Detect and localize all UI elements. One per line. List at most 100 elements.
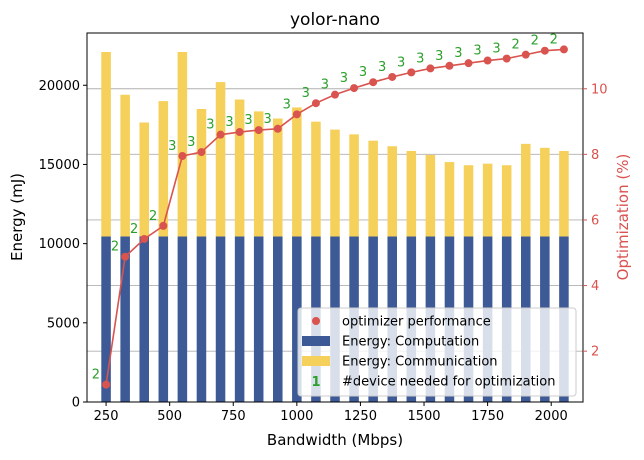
device-count-label: 3 xyxy=(492,42,500,57)
device-count-label: 3 xyxy=(263,112,271,127)
device-count-label: 3 xyxy=(416,51,424,66)
optimizer-point xyxy=(502,54,511,63)
optimizer-point xyxy=(407,68,416,77)
x-tick-label: 750 xyxy=(221,409,246,424)
y-tick-label: 20000 xyxy=(39,79,80,94)
bar-computation xyxy=(139,236,149,402)
optimizer-point xyxy=(369,78,378,87)
optimizer-line xyxy=(102,45,568,389)
device-count-label: 2 xyxy=(550,32,558,47)
bar-communication xyxy=(387,146,397,237)
optimizer-point xyxy=(140,234,149,243)
bar-communication xyxy=(196,109,207,237)
y-axis-label: Energy (mJ) xyxy=(8,173,26,261)
bar-communication xyxy=(501,165,512,237)
optimizer-point xyxy=(521,50,530,59)
device-count-label: 2 xyxy=(130,222,138,237)
optimizer-point xyxy=(159,221,168,230)
legend-entry-label: Energy: Communication xyxy=(342,355,498,370)
optimizer-point xyxy=(121,252,130,261)
y-tick-label: 5000 xyxy=(47,316,80,331)
bar-computation xyxy=(196,236,207,402)
bar-communication xyxy=(330,129,340,237)
legend-text-marker: 1 xyxy=(311,375,320,390)
bar-communication xyxy=(158,101,169,237)
bar-communication xyxy=(101,52,111,237)
bar-computation xyxy=(273,236,283,402)
legend-bar-marker xyxy=(302,336,330,346)
bar-communication xyxy=(540,147,550,237)
bar-computation xyxy=(120,236,130,402)
device-count-label: 3 xyxy=(244,113,252,128)
optimizer-point xyxy=(350,84,359,93)
device-count-label: 3 xyxy=(225,115,233,130)
bar-communication xyxy=(120,94,130,237)
bar-communication xyxy=(482,163,493,237)
y2-tick-label: 6 xyxy=(591,213,599,228)
bar-communication xyxy=(444,162,455,237)
optimizer-point xyxy=(292,110,301,119)
y2-tick-label: 2 xyxy=(591,345,599,360)
device-count-label: 3 xyxy=(168,139,176,154)
device-count-label: 2 xyxy=(511,38,519,53)
device-count-label: 3 xyxy=(302,86,310,101)
bar-communication xyxy=(463,165,474,237)
device-count-label: 3 xyxy=(473,44,481,59)
device-count-label: 2 xyxy=(111,240,119,255)
device-count-label: 2 xyxy=(149,209,157,224)
axes: 250 500 750 1000 1250 1500 1750 200005000100001… xyxy=(39,79,608,424)
legend-entry-label: #device needed for optimization xyxy=(342,375,555,390)
bar-communication xyxy=(311,121,321,237)
x-tick-label: 500 xyxy=(157,409,182,424)
y2-tick-label: 8 xyxy=(591,148,599,163)
optimizer-point xyxy=(331,90,339,99)
device-count-label: 3 xyxy=(378,60,386,75)
bar-computation xyxy=(234,236,245,402)
bar-communication xyxy=(139,122,149,237)
x-tick-label: 1250 xyxy=(344,409,377,424)
optimizer-point xyxy=(254,126,263,135)
y2-tick-label: 10 xyxy=(591,82,608,97)
bar-communication xyxy=(273,118,283,237)
x-tick-label: 1750 xyxy=(471,409,504,424)
optimizer-point xyxy=(559,45,568,54)
legend-box xyxy=(297,307,577,397)
bar-communication xyxy=(253,111,264,237)
bar-communication xyxy=(368,140,378,237)
optimizer-point xyxy=(540,46,549,55)
optimizer-point xyxy=(178,152,187,160)
x-tick-label: 1000 xyxy=(280,409,313,424)
y-tick-label: 10000 xyxy=(39,237,80,252)
legend-bar-marker xyxy=(302,356,330,366)
bar-computation xyxy=(253,236,264,402)
device-count-label: 3 xyxy=(397,55,405,70)
optimizer-point xyxy=(426,64,435,73)
bar-computation xyxy=(177,236,188,402)
optimizer-point xyxy=(311,99,320,108)
device-count-label: 3 xyxy=(359,65,367,80)
optimizer-point xyxy=(216,130,225,139)
device-count-label: 2 xyxy=(92,368,100,383)
device-count-label: 3 xyxy=(187,135,195,150)
optimizer-point xyxy=(235,128,244,137)
bar-communication xyxy=(292,107,302,237)
x-axis-label: Bandwidth (Mbps) xyxy=(267,431,403,449)
bar-computation xyxy=(101,236,111,402)
plot-frame xyxy=(86,32,584,403)
device-count-label: 3 xyxy=(454,46,462,61)
x-tick-label: 2000 xyxy=(535,409,568,424)
bar-communication xyxy=(215,82,226,237)
device-count-label: 2 xyxy=(531,34,539,49)
device-count-label: 3 xyxy=(340,71,348,86)
optimizer-point xyxy=(483,56,492,65)
bar-communication xyxy=(349,134,359,237)
optimizer-point xyxy=(273,124,282,133)
right-axis-label: Optimization (%) xyxy=(614,154,632,281)
x-tick-label: 250 xyxy=(94,409,119,424)
bar-communication xyxy=(521,143,531,237)
bar-computation xyxy=(215,236,226,402)
bar-communication xyxy=(177,52,188,237)
optimizer-point xyxy=(464,59,473,68)
